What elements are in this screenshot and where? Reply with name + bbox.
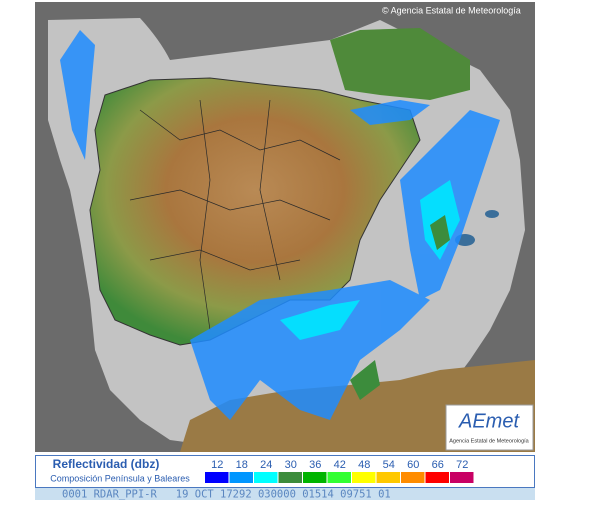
legend-swatch [303,472,327,483]
status-text: 0001 RDAR_PPI-R 19 OCT 17292 030000 0151… [62,489,391,501]
logo-name: AEmet [458,410,520,432]
legend-label: 60 [407,459,419,471]
legend-swatch [450,472,474,483]
legend-swatch [254,472,278,483]
legend-label: 24 [260,459,272,471]
legend-label: 36 [309,459,321,471]
logo-box [445,404,534,451]
province-borders [129,99,341,331]
legend-swatch [425,472,449,483]
copyright: © Agencia Estatal de Meteorología [382,5,521,15]
status-bar [35,488,535,500]
legend-swatch [401,472,425,483]
legend-subtitle: Composición Península y Baleares [50,473,190,483]
legend-swatch [229,472,253,483]
legend-label: 66 [432,459,444,471]
legend-label: 54 [383,459,395,471]
france [330,28,470,100]
legend-title: Reflectividad (dbz) [53,457,160,471]
legend-label: 42 [334,459,346,471]
legend-items: 12 18 24 30 36 42 48 54 60 66 72 [205,459,474,483]
logo-subtitle: Agencia Estatal de Meteorología [449,438,529,444]
legend-label: 48 [358,459,370,471]
legend-swatch [278,472,302,483]
legend-label: 72 [456,459,468,471]
legend-swatch [376,472,400,483]
legend-swatch [205,472,229,483]
legend-label: 12 [211,459,223,471]
legend-swatch [352,472,376,483]
precipitation-moderate [350,215,450,400]
legend-label: 18 [236,459,248,471]
legend-label: 30 [285,459,297,471]
legend-swatch [327,472,351,483]
